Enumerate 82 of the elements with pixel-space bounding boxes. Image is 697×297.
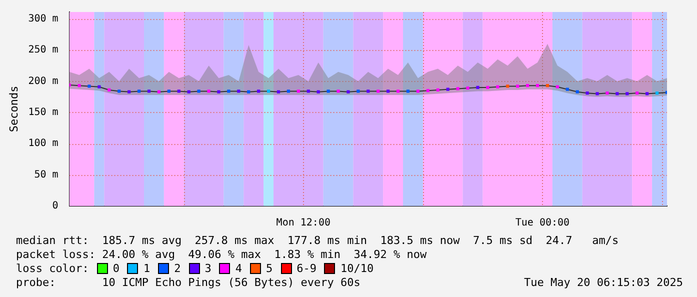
point [306, 90, 310, 93]
point [167, 90, 170, 93]
y-tick-label: 250 m [28, 44, 58, 56]
text: median rtt: 185.7 ms avg 257.8 ms max 177.8 ms min 183.5 ms now 7.5 ms sd 24.7 am/s [16, 234, 619, 247]
point [526, 84, 530, 88]
point [98, 85, 101, 88]
point [376, 90, 380, 93]
point [436, 88, 440, 92]
legend-label: 6-9 [296, 262, 316, 275]
point [616, 92, 619, 96]
point [187, 90, 190, 94]
text: probe: 10 ICMP Echo Pings (56 Bytes) every 60s [16, 276, 360, 289]
point [406, 90, 410, 93]
point [247, 90, 250, 94]
text: packet loss: 24.00 % avg 49.06 % max 1.83 % min 34.92 % now [16, 248, 427, 261]
point [257, 90, 260, 93]
point [466, 86, 470, 90]
point [356, 90, 360, 93]
point [266, 90, 270, 93]
x-tick-label: Mon 12:00 [276, 218, 330, 229]
point [576, 90, 579, 94]
point [646, 92, 649, 96]
point [276, 90, 280, 94]
legend-label: 10/10 [340, 262, 374, 275]
point [506, 84, 510, 88]
y-tick-label: 200 m [28, 76, 58, 87]
y-tick-label: 150 m [28, 107, 58, 118]
point [147, 90, 151, 93]
point [655, 92, 659, 95]
point [596, 92, 599, 96]
point [456, 87, 460, 90]
point [346, 90, 350, 94]
point [416, 90, 420, 93]
point [207, 90, 210, 93]
legend-label: 0 [112, 262, 120, 275]
point [366, 90, 370, 93]
legend-title: loss color: [16, 262, 89, 275]
point [137, 90, 141, 93]
point [586, 92, 589, 95]
point [486, 86, 490, 90]
y-axis-title: Seconds [7, 86, 20, 132]
point [496, 85, 500, 88]
point [128, 90, 131, 94]
point [177, 90, 180, 93]
point [336, 90, 340, 93]
point [316, 90, 320, 94]
point [197, 90, 200, 93]
legend-label: 1 [143, 262, 150, 275]
point [626, 92, 629, 96]
y-tick-label: 300 m [28, 13, 58, 24]
point [157, 90, 161, 94]
point [108, 88, 111, 92]
x-tick-label: Tue 00:00 [515, 218, 570, 229]
point [296, 90, 300, 93]
point [636, 92, 639, 95]
point [516, 84, 520, 88]
text: Tue May 20 06:15:03 2025 [524, 276, 683, 289]
point [326, 90, 330, 93]
point [118, 90, 121, 93]
legend-label: 5 [266, 262, 273, 275]
point [566, 88, 569, 91]
legend-label: 2 [174, 262, 181, 275]
point [606, 92, 609, 95]
y-tick-label: 0 [52, 200, 58, 212]
point [426, 89, 430, 92]
point [396, 90, 400, 93]
legend-label: 3 [204, 262, 212, 275]
point [546, 84, 550, 88]
point [386, 90, 390, 93]
point [556, 85, 559, 88]
point [227, 90, 230, 93]
point [476, 86, 480, 90]
point [286, 90, 290, 93]
point [217, 90, 220, 94]
point [78, 84, 81, 88]
y-tick-label: 50 m [34, 169, 58, 180]
point [536, 84, 540, 88]
point [446, 88, 450, 91]
legend-label: 4 [235, 262, 242, 275]
point [88, 84, 91, 88]
y-tick-label: 100 m [28, 138, 58, 150]
point [237, 90, 240, 93]
